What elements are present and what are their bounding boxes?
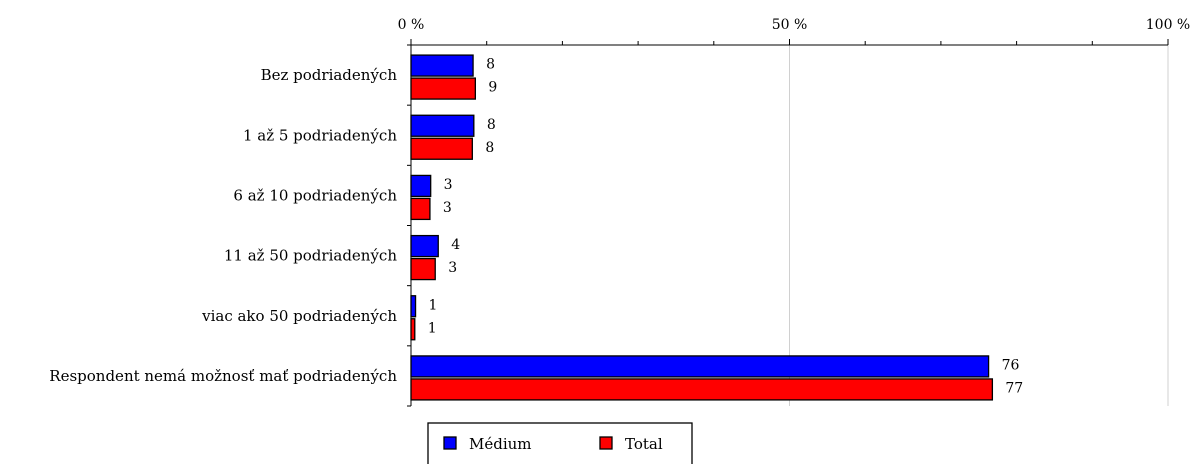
legend-swatch <box>599 436 613 450</box>
data-label: 8 <box>486 57 495 73</box>
legend-label: Total <box>625 435 663 453</box>
category-label: Respondent nemá možnosť mať podriadených <box>49 367 397 385</box>
data-label: 3 <box>443 200 452 216</box>
x-tick-label: 100 % <box>1146 17 1190 33</box>
axis: 0 % 50 % 100 % Bez podriadených 1 až 5 podri… <box>49 17 1190 407</box>
bar-medium <box>410 54 474 77</box>
legend: Médium Total <box>427 422 693 464</box>
legend-swatch <box>443 436 457 450</box>
data-label: 1 <box>428 320 437 336</box>
data-label: 3 <box>444 177 453 193</box>
data-label: 8 <box>485 140 494 156</box>
legend-box <box>427 422 693 464</box>
bar-medium <box>410 234 439 258</box>
bars: 8 9 8 8 3 3 4 3 1 1 76 77 <box>410 54 1023 401</box>
bar-total <box>410 318 416 341</box>
bar-total <box>410 137 473 160</box>
data-label: 76 <box>1002 357 1020 373</box>
bar-total <box>410 197 431 221</box>
gridlines <box>789 45 1169 406</box>
category-label: Bez podriadených <box>261 66 398 84</box>
category-label: viac ako 50 podriadených <box>201 307 397 325</box>
bar-total <box>410 378 994 401</box>
x-tick-label: 0 % <box>398 17 425 33</box>
legend-label: Médium <box>469 435 532 453</box>
data-label: 1 <box>429 297 438 313</box>
bar-medium <box>410 174 432 198</box>
data-label: 9 <box>488 80 497 96</box>
data-label: 8 <box>487 117 496 133</box>
category-label: 6 až 10 podriadených <box>233 186 397 204</box>
bar-medium <box>410 295 417 318</box>
data-label: 3 <box>448 260 457 276</box>
data-label: 77 <box>1005 380 1023 396</box>
bar-total <box>410 257 436 281</box>
data-label: 4 <box>451 237 460 253</box>
category-label: 11 až 50 podriadených <box>224 247 397 265</box>
bar-total <box>410 77 476 100</box>
bar-medium <box>410 355 990 378</box>
category-label: 1 až 5 podriadených <box>243 126 397 144</box>
bar-medium <box>410 114 475 137</box>
x-tick-label: 50 % <box>772 17 808 33</box>
